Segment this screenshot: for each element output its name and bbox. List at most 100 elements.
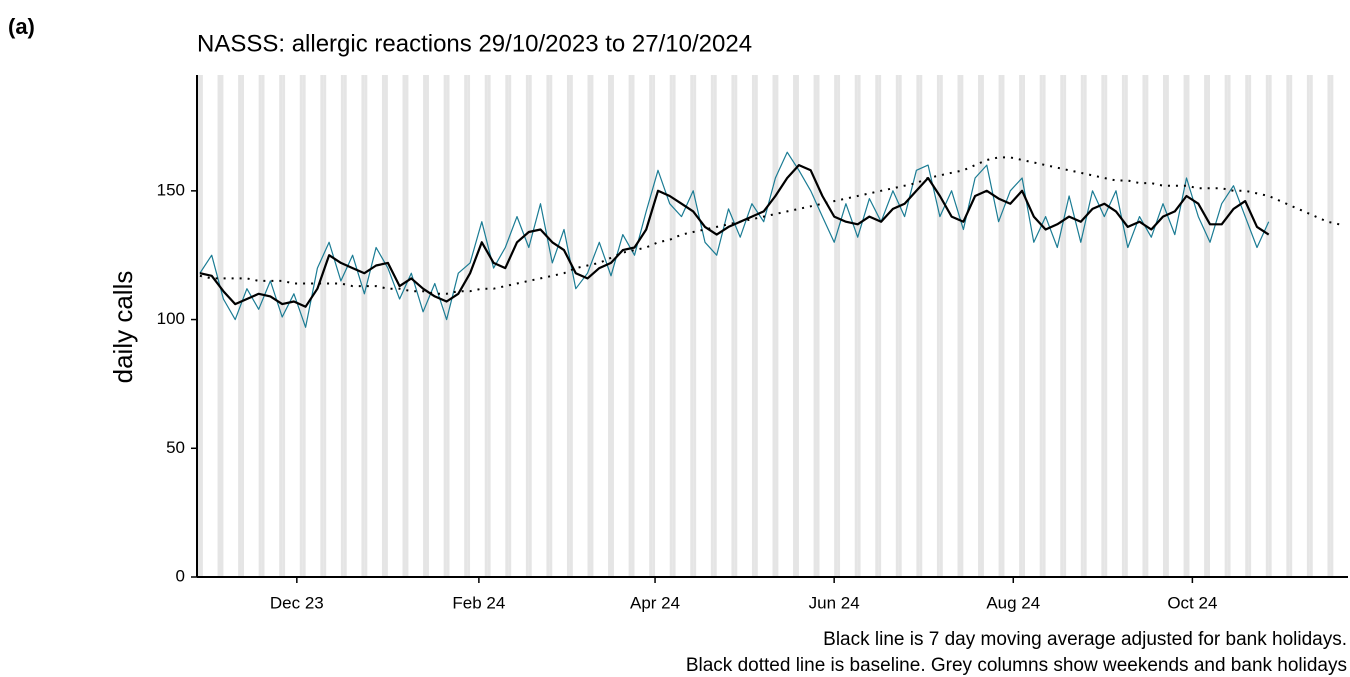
y-tick-label: 150 xyxy=(157,180,185,199)
weekend-column xyxy=(649,75,653,577)
weekend-column xyxy=(1268,75,1272,577)
weekend-column xyxy=(1142,75,1146,577)
weekend-column xyxy=(302,75,306,577)
series-line xyxy=(199,164,1270,308)
weekend-column xyxy=(220,75,224,577)
weekend-column xyxy=(402,75,406,577)
weekend-column xyxy=(197,75,200,577)
weekend-column xyxy=(384,75,388,577)
weekend-columns xyxy=(197,75,1334,577)
weekend-column xyxy=(525,75,529,577)
weekend-column xyxy=(487,75,491,577)
weekend-column xyxy=(652,75,656,577)
weekend-column xyxy=(813,75,817,577)
weekend-column xyxy=(364,75,368,577)
panel-label: (a) xyxy=(8,14,35,39)
weekend-column xyxy=(320,75,324,577)
weekend-column xyxy=(1224,75,1228,577)
weekend-column xyxy=(217,75,221,577)
weekend-column xyxy=(1227,75,1231,577)
weekend-column xyxy=(1019,75,1023,577)
weekend-column xyxy=(590,75,594,577)
weekend-column xyxy=(1163,75,1166,577)
weekend-column xyxy=(1165,75,1169,577)
y-tick-label: 0 xyxy=(176,566,185,585)
weekend-column xyxy=(1330,75,1334,577)
weekend-column xyxy=(751,75,755,577)
weekend-column xyxy=(423,75,427,577)
weekend-column xyxy=(467,75,471,577)
weekend-column xyxy=(936,75,940,577)
weekend-column xyxy=(693,75,697,577)
weekend-column xyxy=(916,75,920,577)
weekend-column xyxy=(834,75,838,577)
note: Black line is 7 day moving average adjus… xyxy=(823,629,1347,650)
y-tick-label: 50 xyxy=(166,438,185,457)
weekend-column xyxy=(960,75,964,577)
weekend-column xyxy=(361,75,365,577)
weekend-column xyxy=(1080,75,1084,577)
weekend-column xyxy=(426,75,429,577)
weekend-column xyxy=(1063,75,1067,577)
weekend-column xyxy=(734,75,738,577)
weekend-column xyxy=(1248,75,1252,577)
weekend-column xyxy=(939,75,943,577)
weekend-column xyxy=(669,75,673,577)
x-tick-label: Dec 23 xyxy=(270,593,324,612)
weekend-column xyxy=(546,75,550,577)
weekend-column xyxy=(1060,75,1064,577)
weekend-column xyxy=(1022,75,1026,577)
weekend-column xyxy=(381,75,385,577)
weekend-column xyxy=(258,75,262,577)
weekend-column xyxy=(569,75,573,577)
weekend-column xyxy=(1306,75,1310,577)
weekend-column xyxy=(878,75,882,577)
weekend-column xyxy=(508,75,512,577)
weekend-column xyxy=(978,75,981,577)
plot-area: 0 50 100 150 Dec 23 Feb 24 Apr 24 Jun 24 Aug 24 O… xyxy=(157,75,1348,612)
weekend-column xyxy=(484,75,488,577)
weekend-column xyxy=(816,75,820,577)
weekend-column xyxy=(505,75,509,577)
weekend-column xyxy=(241,75,244,577)
weekend-column xyxy=(875,75,879,577)
weekend-column xyxy=(857,75,861,577)
weekend-column xyxy=(608,75,612,577)
weekend-column xyxy=(754,75,758,577)
weekend-column xyxy=(1101,75,1105,577)
weekend-column xyxy=(587,75,591,577)
x-tick-label: Apr 24 xyxy=(630,593,680,612)
weekend-column xyxy=(1001,75,1005,577)
weekend-column xyxy=(1286,75,1290,577)
weekend-column xyxy=(443,75,447,577)
y-tick-label: 100 xyxy=(157,309,185,328)
weekend-column xyxy=(895,75,899,577)
weekend-column xyxy=(919,75,923,577)
weekend-column xyxy=(405,75,409,577)
weekend-column xyxy=(1042,75,1046,577)
x-tick-label: Aug 24 xyxy=(986,593,1040,612)
weekend-column xyxy=(464,75,468,577)
weekend-column xyxy=(549,75,553,577)
series-line xyxy=(199,151,1270,328)
weekend-column xyxy=(854,75,858,577)
x-tick-label: Feb 24 xyxy=(452,593,505,612)
weekend-column xyxy=(837,75,841,577)
weekend-column xyxy=(998,75,1002,577)
weekend-column xyxy=(1124,75,1128,577)
weekend-column xyxy=(1309,75,1313,577)
note: Black dotted line is baseline. Grey colu… xyxy=(686,655,1347,676)
weekend-column xyxy=(631,75,635,577)
weekend-column xyxy=(1121,75,1125,577)
weekend-column xyxy=(1183,75,1187,577)
weekend-column xyxy=(299,75,303,577)
weekend-column xyxy=(1104,75,1108,577)
weekend-column xyxy=(795,75,799,577)
weekend-column xyxy=(279,75,283,577)
weekend-column xyxy=(1289,75,1293,577)
x-tick-label: Oct 24 xyxy=(1167,593,1217,612)
weekend-column xyxy=(690,75,694,577)
weekend-column xyxy=(957,75,961,577)
chart-title: NASSS: allergic reactions 29/10/2023 to … xyxy=(197,30,752,57)
